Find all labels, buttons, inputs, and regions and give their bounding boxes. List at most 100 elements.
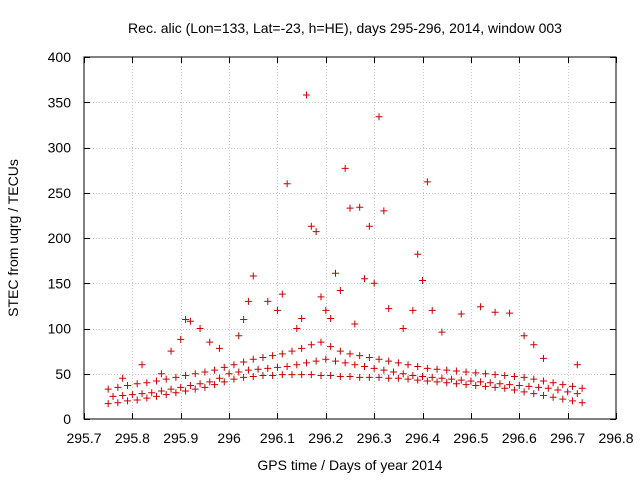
data-point xyxy=(559,395,567,403)
data-point xyxy=(331,357,339,365)
data-point xyxy=(336,286,344,294)
y-tick-label: 350 xyxy=(48,94,72,110)
x-tick-label: 295.8 xyxy=(115,430,150,446)
data-point xyxy=(438,374,446,382)
data-point xyxy=(414,376,422,384)
data-point xyxy=(172,389,180,397)
data-point xyxy=(259,372,267,380)
data-point xyxy=(467,377,475,385)
data-point xyxy=(448,375,456,383)
data-point xyxy=(433,365,441,373)
data-point xyxy=(365,222,373,230)
data-point xyxy=(167,385,175,393)
x-tick-label: 296.8 xyxy=(598,430,633,446)
data-point xyxy=(520,388,528,396)
x-tick-label: 296.4 xyxy=(405,430,440,446)
data-point xyxy=(133,380,141,388)
data-point xyxy=(148,389,156,397)
x-tick-label: 296.7 xyxy=(550,430,585,446)
data-point xyxy=(568,397,576,405)
data-point xyxy=(124,397,132,405)
data-point xyxy=(153,392,161,400)
data-point xyxy=(182,372,190,380)
y-tick-label: 50 xyxy=(55,366,71,382)
data-point xyxy=(307,341,315,349)
data-point xyxy=(133,396,141,404)
data-point xyxy=(220,378,228,386)
data-point xyxy=(244,366,252,374)
data-point xyxy=(539,391,547,399)
data-point xyxy=(230,375,238,383)
data-point xyxy=(404,375,412,383)
x-tick-label: 296.2 xyxy=(308,430,343,446)
data-point xyxy=(119,374,127,382)
data-point xyxy=(361,275,369,283)
data-points xyxy=(104,91,586,408)
data-point xyxy=(331,269,339,277)
x-tick-label: 296.3 xyxy=(357,430,392,446)
data-point xyxy=(501,372,509,380)
data-point xyxy=(385,357,393,365)
y-tick-label: 250 xyxy=(48,185,72,201)
data-point xyxy=(259,353,267,361)
data-point xyxy=(568,382,576,390)
data-point xyxy=(278,290,286,298)
data-point xyxy=(520,373,528,381)
data-point xyxy=(539,377,547,385)
data-point xyxy=(191,385,199,393)
data-point xyxy=(520,332,528,340)
data-point xyxy=(443,366,451,374)
data-point xyxy=(240,358,248,366)
data-point xyxy=(302,359,310,367)
data-point xyxy=(385,305,393,313)
y-tick-label: 100 xyxy=(48,321,72,337)
data-point xyxy=(201,368,209,376)
data-point xyxy=(346,350,354,358)
data-point xyxy=(477,303,485,311)
data-point xyxy=(191,370,199,378)
y-axis-title: STEC from uqrg / TECUs xyxy=(5,159,21,317)
data-point xyxy=(554,386,562,394)
data-point xyxy=(419,277,427,285)
data-point xyxy=(443,379,451,387)
data-point xyxy=(307,222,315,230)
data-point xyxy=(535,383,543,391)
data-point xyxy=(472,382,480,390)
data-point xyxy=(211,366,219,374)
data-point xyxy=(278,371,286,379)
data-point xyxy=(346,372,354,380)
data-point xyxy=(264,297,272,305)
data-point xyxy=(481,382,489,390)
data-point xyxy=(515,382,523,390)
data-point xyxy=(341,164,349,172)
data-point xyxy=(298,371,306,379)
data-point xyxy=(510,386,518,394)
data-point xyxy=(414,363,422,371)
data-point xyxy=(496,380,504,388)
data-point xyxy=(365,353,373,361)
data-point xyxy=(206,338,214,346)
data-point xyxy=(114,383,122,391)
tick-labels: 295.7 295.8 295.9 296 296.1 296.2 296.3 296.4 29… xyxy=(48,49,634,446)
data-point xyxy=(104,385,112,393)
y-tick-label: 200 xyxy=(48,230,72,246)
data-point xyxy=(109,392,117,400)
data-point xyxy=(182,387,190,395)
data-point xyxy=(370,279,378,287)
data-point xyxy=(317,372,325,380)
data-point xyxy=(114,399,122,407)
data-point xyxy=(501,384,509,392)
data-point xyxy=(506,381,514,389)
data-point xyxy=(356,373,364,381)
data-point xyxy=(215,344,223,352)
data-point xyxy=(462,381,470,389)
data-point xyxy=(477,378,485,386)
data-point xyxy=(240,315,248,323)
grid xyxy=(84,57,616,419)
data-point xyxy=(283,180,291,188)
data-point xyxy=(235,368,243,376)
data-point xyxy=(380,366,388,374)
data-point xyxy=(491,371,499,379)
data-point xyxy=(525,382,533,390)
data-point xyxy=(177,335,185,343)
